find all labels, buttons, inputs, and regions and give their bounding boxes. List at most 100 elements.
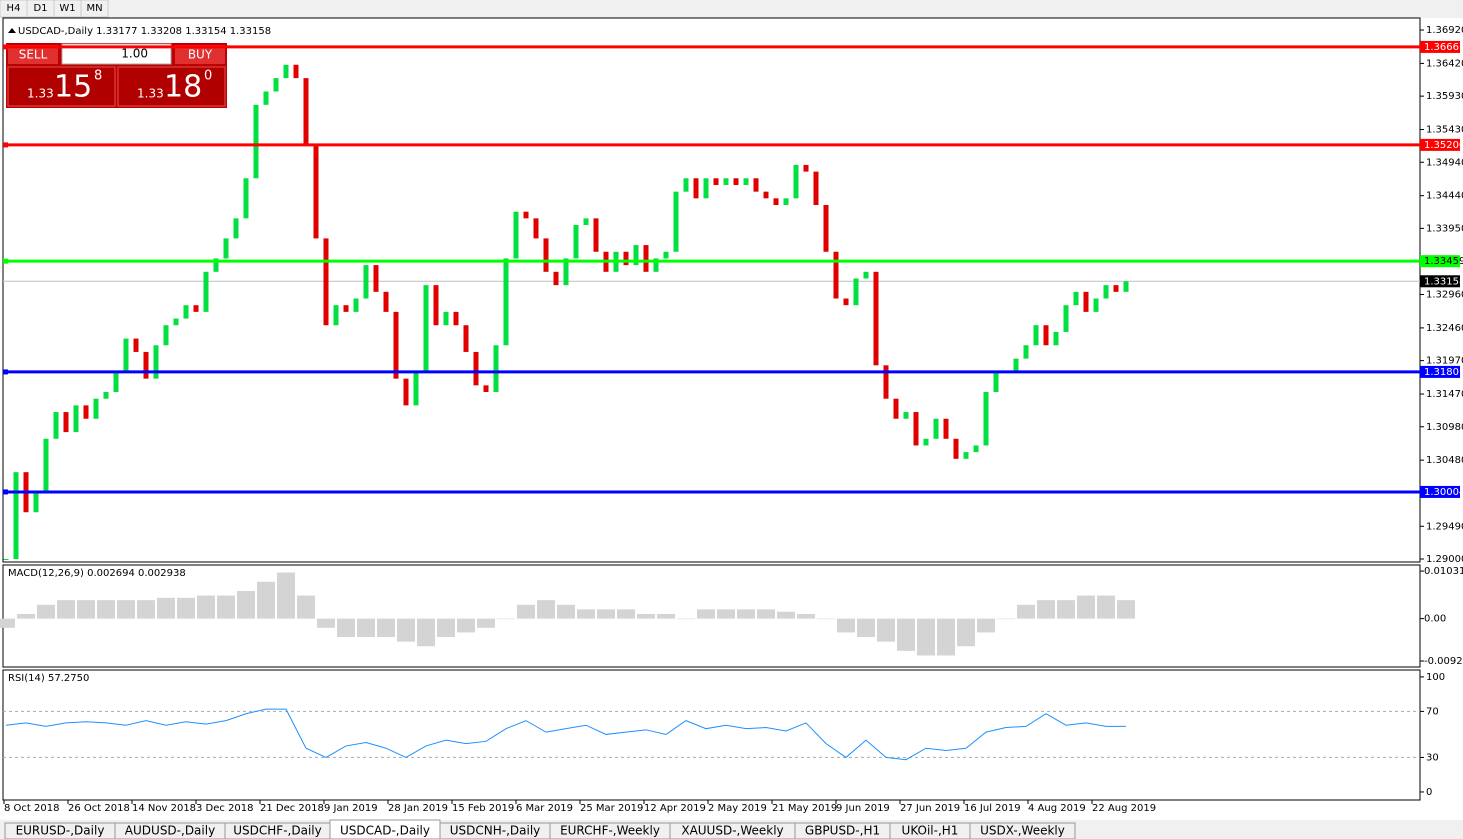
candle: [243, 178, 249, 219]
date-label: 9 Jun 2019: [836, 803, 890, 814]
level-label: 1.31801: [1424, 367, 1463, 378]
candle: [863, 271, 869, 279]
candle: [3, 558, 9, 560]
candle: [893, 398, 899, 419]
macd-bar: [1097, 595, 1115, 619]
price-tick-label: 1.36920: [1426, 25, 1463, 36]
level-handle[interactable]: [3, 142, 8, 148]
price-tick-label: 1.33950: [1426, 223, 1463, 234]
buy-price-box[interactable]: [117, 66, 226, 107]
main-frame: [2, 17, 1421, 563]
candle: [1093, 298, 1099, 312]
candle: [913, 412, 919, 446]
date-label: 4 Aug 2019: [1028, 803, 1086, 814]
macd-bar: [117, 600, 135, 619]
candle: [1103, 285, 1109, 299]
candle: [1033, 325, 1039, 346]
rsi-tick-label: 70: [1426, 706, 1439, 717]
collapse-icon[interactable]: [8, 28, 16, 33]
macd-bar: [97, 600, 115, 619]
level-label: 1.36667: [1424, 42, 1463, 53]
lot-value: 1.00: [121, 47, 148, 61]
candle: [463, 325, 469, 352]
candle: [1063, 305, 1069, 332]
candle: [323, 238, 329, 326]
candle: [883, 365, 889, 399]
candle: [193, 305, 199, 312]
level-handle[interactable]: [3, 369, 8, 375]
price-tick-label: 1.30480: [1426, 455, 1463, 466]
candle: [1073, 291, 1079, 306]
candle: [533, 218, 539, 239]
macd-bar: [857, 618, 875, 638]
date-label: 21 Dec 2018: [260, 803, 324, 814]
candle: [283, 64, 289, 79]
candle: [853, 278, 859, 306]
candle: [443, 311, 449, 326]
candle: [353, 298, 359, 312]
macd-bar: [297, 595, 315, 619]
candle: [783, 198, 789, 206]
macd-bar: [817, 618, 835, 620]
candle: [653, 258, 659, 272]
level-handle[interactable]: [3, 258, 8, 264]
price-tick-label: 1.35430: [1426, 125, 1463, 136]
macd-bar: [1077, 595, 1095, 619]
timeframe-button[interactable]: [80, 0, 109, 18]
tab-label: AUDUSD-,Daily: [125, 824, 215, 838]
candle: [563, 258, 569, 286]
macd-bar: [457, 618, 475, 633]
candle: [403, 378, 409, 406]
tab[interactable]: [969, 822, 1076, 839]
level-label-bg: [1420, 138, 1460, 151]
timeframe-label: W1: [59, 3, 75, 14]
tab-label: GBPUSD-,H1: [805, 824, 880, 838]
candle: [633, 245, 639, 266]
candle: [363, 265, 369, 299]
candle: [303, 78, 309, 145]
candle: [383, 291, 389, 312]
macd-frame: [2, 564, 1421, 668]
buy-button[interactable]: [175, 45, 225, 64]
price-tick-label: 1.35930: [1426, 91, 1463, 102]
macd-header: MACD(12,26,9) 0.002694 0.002938: [8, 568, 186, 579]
candle: [593, 218, 599, 252]
price-tick-label: 1.31470: [1426, 389, 1463, 400]
candle: [583, 218, 589, 226]
candle: [203, 271, 209, 312]
candle: [333, 305, 339, 326]
candle: [963, 452, 969, 459]
candle: [233, 218, 239, 239]
candle: [63, 412, 69, 433]
candle: [823, 205, 829, 252]
candle: [103, 392, 109, 399]
candle: [743, 178, 749, 185]
buy-label: BUY: [188, 48, 213, 62]
macd-bar: [237, 590, 255, 619]
macd-bar: [597, 609, 615, 619]
candle: [1023, 345, 1029, 359]
candle: [1043, 325, 1049, 346]
lot-input[interactable]: [61, 43, 172, 65]
candle: [253, 104, 259, 179]
rsi-frame: [2, 669, 1421, 801]
candle: [933, 418, 939, 439]
candle: [93, 398, 99, 419]
macd-bar: [37, 604, 55, 619]
buy-big: 18: [164, 70, 202, 105]
macd-bar: [877, 618, 895, 642]
sell-price-box[interactable]: [7, 66, 116, 107]
candle: [153, 345, 159, 379]
candle: [473, 351, 479, 386]
level-handle[interactable]: [3, 489, 8, 495]
sell-button[interactable]: [8, 45, 58, 64]
level-handle[interactable]: [3, 44, 8, 50]
candle: [213, 258, 219, 272]
macd-bar: [377, 618, 395, 638]
candle: [643, 245, 649, 272]
macd-bar: [837, 618, 855, 633]
candle: [493, 345, 499, 393]
candle: [923, 438, 929, 446]
